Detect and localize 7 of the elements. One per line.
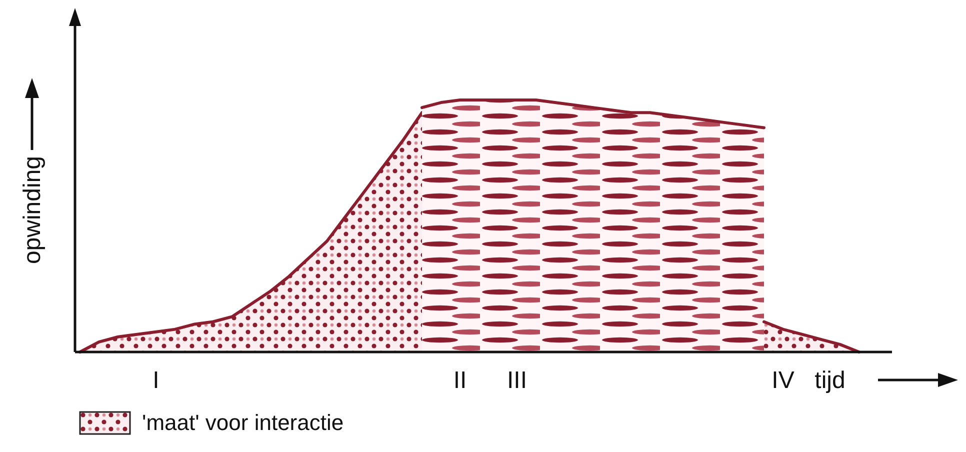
legend-label: 'maat' voor interactie — [142, 410, 344, 435]
x-tick-label: IV — [772, 367, 794, 394]
x-tick-label: III — [506, 367, 528, 394]
y-axis-title: opwinding — [19, 156, 46, 264]
x-tick-label: II — [453, 367, 467, 394]
x-tick-label: I — [152, 367, 160, 394]
x-axis-title: tijd — [814, 367, 846, 394]
